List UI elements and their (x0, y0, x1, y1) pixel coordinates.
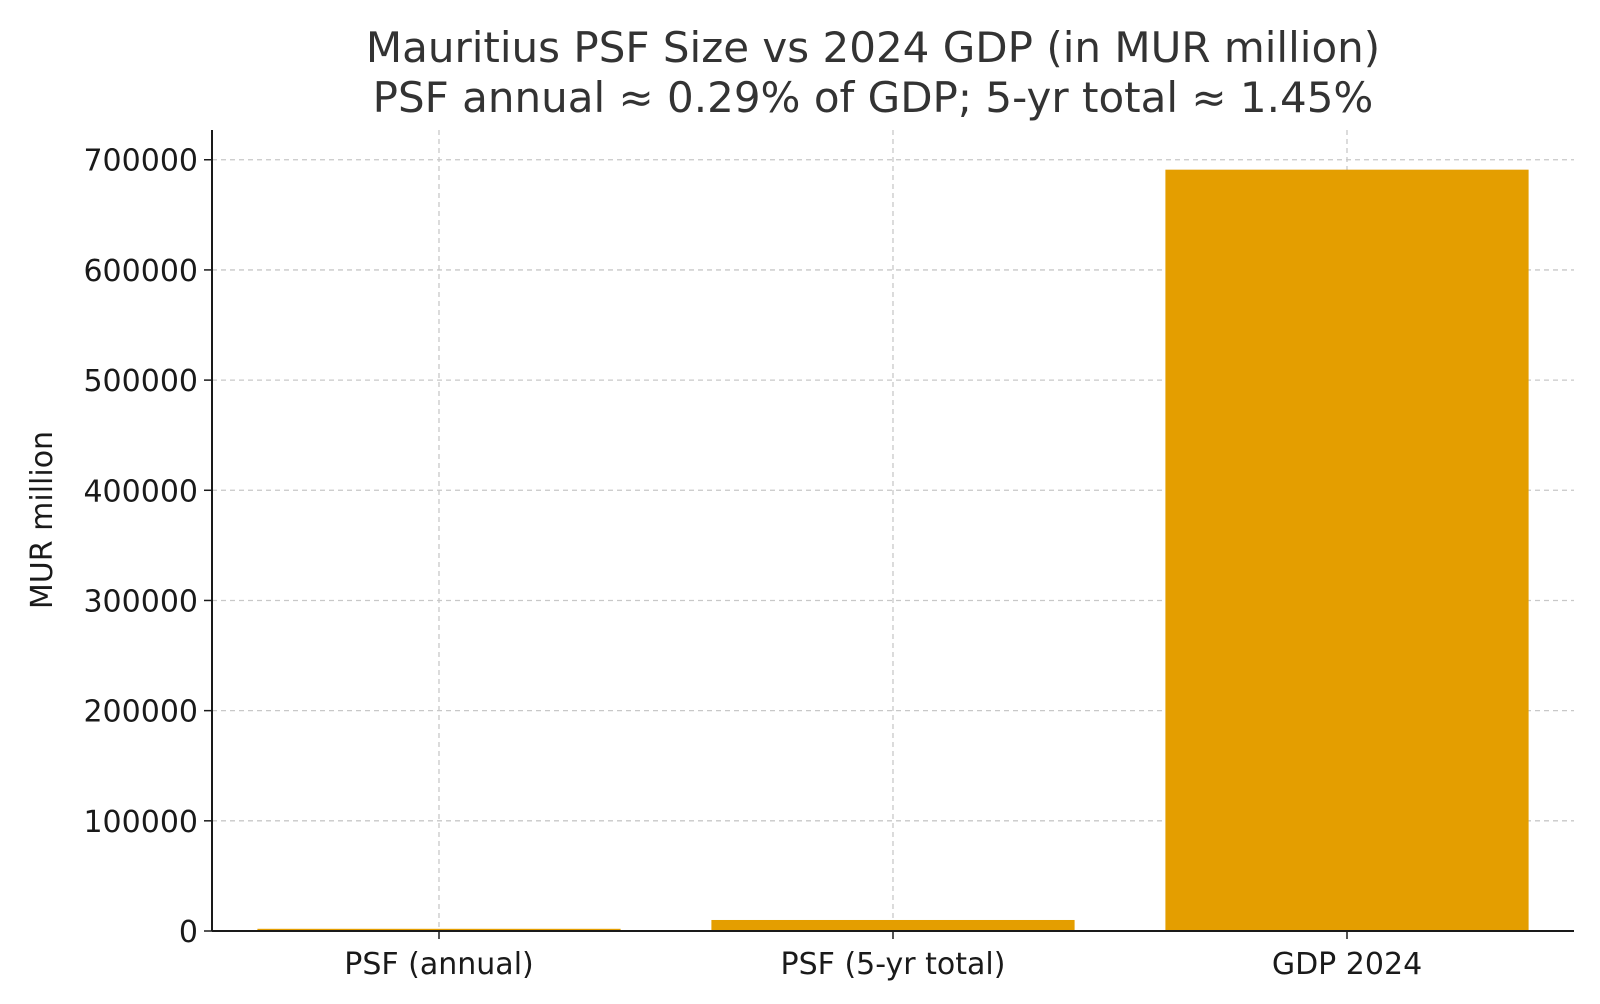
y-axis-ticks: 0 100000 200000 300000 400000 500000 600000 700… (83, 144, 212, 950)
y-tick-label: 200000 (83, 695, 198, 730)
y-tick-label: 700000 (83, 144, 198, 179)
x-tick-label: GDP 2024 (1272, 947, 1422, 982)
bar-psf-annual (257, 928, 621, 931)
y-tick-label: 0 (179, 915, 198, 950)
bar-psf-5-yr-total (711, 919, 1075, 931)
y-tick-label: 100000 (83, 805, 198, 840)
y-tick-label: 300000 (83, 584, 198, 619)
y-tick-label: 500000 (83, 364, 198, 399)
y-tick-label: 600000 (83, 254, 198, 289)
y-tick-label: 400000 (83, 474, 198, 509)
x-axis-ticks: PSF (annual) PSF (5-yr total) GDP 2024 (344, 931, 1422, 982)
bars (257, 169, 1529, 931)
x-tick-label: PSF (5-yr total) (781, 947, 1006, 982)
chart-title: Mauritius PSF Size vs 2024 GDP (in MUR m… (366, 23, 1380, 122)
chart-title-line-1: Mauritius PSF Size vs 2024 GDP (in MUR m… (366, 23, 1380, 72)
x-tick-label: PSF (annual) (344, 947, 533, 982)
y-axis-label: MUR million (25, 431, 60, 609)
bar-gdp-2024 (1165, 169, 1529, 931)
chart-title-line-2: PSF annual ≈ 0.29% of GDP; 5-yr total ≈ … (373, 73, 1374, 122)
